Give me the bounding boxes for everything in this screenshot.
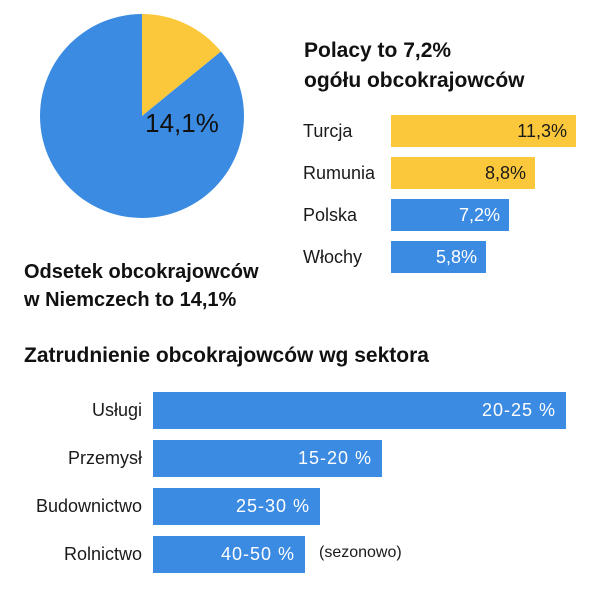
nationality-label: Włochy — [303, 247, 363, 267]
sector-label: Budownictwo — [35, 496, 142, 516]
nationality-bar: 5,8% — [391, 241, 486, 273]
foreigners-share-pie-chart: 14,1% — [40, 14, 244, 218]
sector-row: Budownictwo 25-30 % — [0, 488, 600, 525]
sector-annotation: (sezonowo) — [319, 544, 402, 561]
pie-data-label: 14,1% — [145, 108, 219, 138]
sector-chart-title: Zatrudnienie obcokrajowców wg sektora — [24, 344, 429, 367]
nationality-bar: 8,8% — [391, 157, 535, 189]
sector-label: Usługi — [91, 400, 142, 420]
nationality-label: Turcja — [303, 121, 353, 141]
pie-caption-line-2: w Niemczech to 14,1% — [24, 289, 237, 311]
sector-row: Usługi 20-25 % — [0, 392, 600, 429]
nationality-title-line-2: ogółu obcokrajowców — [304, 69, 525, 92]
sector-label: Przemysł — [67, 448, 142, 468]
pie-caption: Odsetek obcokrajowców w Niemczech to 14,… — [24, 258, 294, 314]
nationality-row: Rumunia 8,8% — [303, 157, 593, 189]
pie-slice-rest — [40, 14, 244, 218]
nationality-bar: 11,3% — [391, 115, 576, 147]
nationality-row: Włochy 5,8% — [303, 241, 593, 273]
sector-bar: 20-25 % — [153, 392, 566, 429]
pie-caption-line-1: Odsetek obcokrajowców — [24, 261, 259, 283]
nationality-row: Polska 7,2% — [303, 199, 593, 231]
sector-bar: 25-30 % — [153, 488, 320, 525]
sector-bar: 40-50 % — [153, 536, 305, 573]
nationality-bar: 7,2% — [391, 199, 509, 231]
nationality-label: Polska — [303, 205, 358, 225]
sector-row: Rolnictwo 40-50 % (sezonowo) — [0, 536, 600, 573]
pie-slice-highlight — [142, 14, 221, 116]
sector-bar: 15-20 % — [153, 440, 382, 477]
sector-row: Przemysł 15-20 % — [0, 440, 600, 477]
nationality-title-line-1: Polacy to 7,2% — [304, 39, 452, 62]
nationality-row: Turcja 11,3% — [303, 115, 593, 147]
sector-label: Rolnictwo — [63, 544, 142, 564]
nationality-label: Rumunia — [303, 163, 376, 183]
nationality-chart-title: Polacy to 7,2% ogółu obcokrajowców — [304, 36, 594, 96]
